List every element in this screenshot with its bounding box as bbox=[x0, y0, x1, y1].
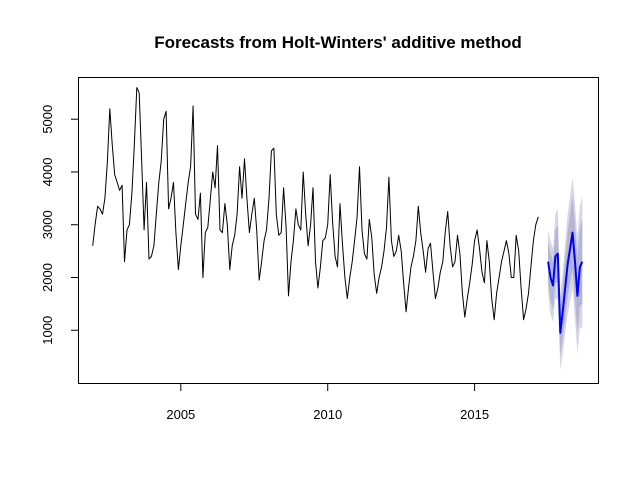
y-axis: 1000 2000 3000 4000 5000 bbox=[40, 105, 79, 345]
y-tick-label: 3000 bbox=[40, 210, 55, 239]
y-tick-label: 5000 bbox=[40, 105, 55, 134]
x-axis: 2005 2010 2015 bbox=[166, 383, 489, 422]
series-observed-line bbox=[92, 87, 539, 321]
x-tick-label: 2010 bbox=[313, 407, 342, 422]
x-tick-label: 2005 bbox=[166, 407, 195, 422]
chart-title: Forecasts from Holt-Winters' additive me… bbox=[154, 33, 522, 52]
y-tick-label: 1000 bbox=[40, 316, 55, 345]
y-tick-label: 2000 bbox=[40, 263, 55, 292]
x-tick-label: 2015 bbox=[460, 407, 489, 422]
y-tick-label: 4000 bbox=[40, 158, 55, 187]
series-forecast-line bbox=[547, 231, 584, 334]
series-lines bbox=[92, 87, 584, 334]
